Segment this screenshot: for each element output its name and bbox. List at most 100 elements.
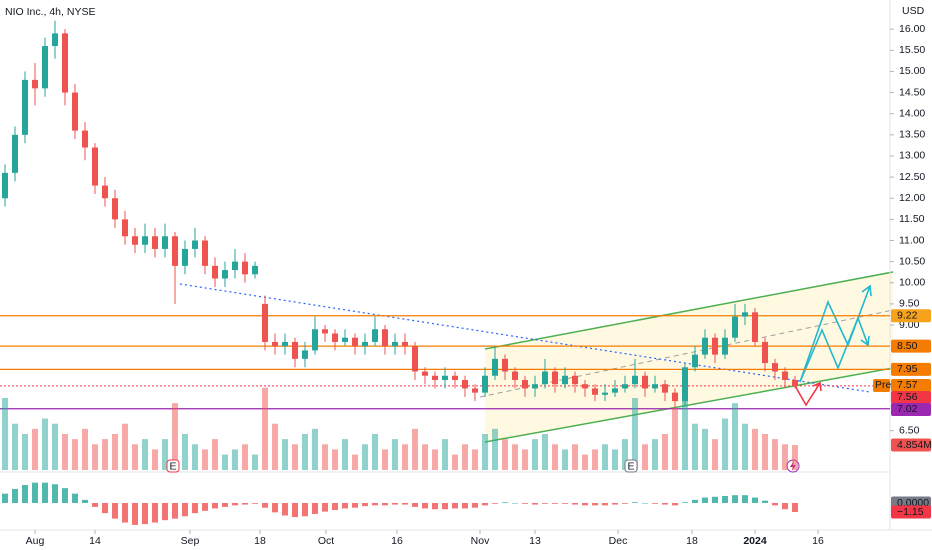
volume-tag <box>891 438 931 452</box>
volume-bar <box>532 439 538 470</box>
earnings-marker <box>166 459 180 473</box>
candle-body <box>282 341 288 347</box>
oscillator-bar <box>282 503 288 516</box>
candle-body <box>72 92 78 131</box>
oscillator-bar <box>202 503 208 511</box>
candle-body <box>532 384 538 389</box>
candle-body <box>262 303 268 342</box>
oscillator-bar <box>92 503 98 507</box>
oscillator-bar <box>192 503 198 514</box>
oscillator-bar <box>12 488 18 503</box>
oscillator-bar <box>362 503 368 507</box>
oscillator-bar <box>332 503 338 511</box>
oscillator-bar <box>632 502 638 503</box>
volume-bar <box>752 428 758 470</box>
candle-body <box>312 329 318 351</box>
y-tick-label: 15.00 <box>899 65 925 77</box>
candle-body <box>142 236 148 245</box>
candle-body <box>662 384 668 393</box>
y-tick-label: 12.50 <box>899 171 925 183</box>
candle-body <box>792 379 798 386</box>
channel-upper <box>484 271 894 350</box>
candle-body <box>52 33 58 47</box>
volume-bar <box>462 444 468 470</box>
candle-body <box>442 375 448 380</box>
y-tick-label: 11.00 <box>899 234 925 246</box>
pre-tag-label: Pre <box>875 379 892 391</box>
oscillator-bar <box>232 503 238 506</box>
oscillator-bar <box>162 503 168 521</box>
volume-bar <box>142 439 148 470</box>
volume-bar <box>672 408 678 470</box>
oscillator-bar <box>292 503 298 518</box>
y-tick-label: 14.00 <box>899 107 925 119</box>
y-tick-label: 10.00 <box>899 277 925 289</box>
volume-bar <box>612 449 618 470</box>
candle-body <box>32 79 38 89</box>
volume-bar <box>362 444 368 470</box>
arrow-head <box>860 335 870 347</box>
oscillator-bar <box>42 482 48 503</box>
price-tag-label: 9.22 <box>897 310 918 322</box>
price-tag-label: 7.02 <box>897 403 918 415</box>
oscillator-bar <box>182 503 188 517</box>
candle-body <box>752 312 758 342</box>
channel-fill <box>485 272 893 442</box>
oscillator-bar <box>412 503 418 507</box>
candle-body <box>552 371 558 385</box>
candle-body <box>222 270 228 279</box>
candle-body <box>432 375 438 380</box>
volume-tag-label: 4.854M <box>897 439 932 451</box>
oscillator-bar <box>142 503 148 525</box>
oscillator-bar <box>322 503 328 512</box>
volume-bar <box>102 439 108 470</box>
candle-body <box>462 379 468 389</box>
oscillator-bar <box>782 503 788 510</box>
price-tag <box>891 339 931 353</box>
volume-bar <box>312 428 318 470</box>
volume-bar <box>192 444 198 470</box>
volume-bar <box>742 423 748 470</box>
volume-bar <box>542 434 548 470</box>
oscillator-bar <box>312 503 318 514</box>
volume-bar <box>712 439 718 470</box>
oscillator-bar <box>352 503 358 508</box>
chart-title: NIO Inc., 4h, NYSE <box>5 6 95 18</box>
candle-body <box>302 350 308 359</box>
volume-bar <box>252 454 258 470</box>
volume-bar <box>172 403 178 470</box>
oscillator-bar <box>582 503 588 506</box>
oscillator-bar <box>382 503 388 506</box>
price-tag-label: 7.95 <box>897 363 918 375</box>
oscillator-bar <box>622 503 628 504</box>
candle-body <box>682 367 688 402</box>
volume-bar <box>382 449 388 470</box>
volume-bar <box>632 398 638 470</box>
volume-bar <box>522 449 528 470</box>
channel-mid <box>479 309 894 398</box>
down-arrow <box>793 382 821 407</box>
oscillator-bar <box>242 503 248 505</box>
x-tick-label: Aug <box>26 535 45 547</box>
candle-body <box>692 354 698 368</box>
candle-body <box>472 388 478 393</box>
oscillator-bar <box>152 503 158 523</box>
candle-body <box>722 337 728 355</box>
volume-bar <box>182 434 188 470</box>
oscillator-bar <box>482 503 488 506</box>
trend-line <box>179 283 871 393</box>
price-tag <box>891 309 931 323</box>
volume-bar <box>112 434 118 470</box>
volume-bar <box>432 449 438 470</box>
candle-body <box>212 265 218 279</box>
oscillator-bar <box>572 503 578 505</box>
price-tag <box>891 378 931 392</box>
candle-body <box>572 375 578 385</box>
volume-bar <box>332 449 338 470</box>
oscillator-bar <box>792 503 798 512</box>
volume-bar <box>222 454 228 470</box>
oscillator-bar <box>122 503 128 523</box>
candle-body <box>62 33 68 93</box>
volume-bar <box>272 423 278 470</box>
candle-body <box>542 371 548 385</box>
